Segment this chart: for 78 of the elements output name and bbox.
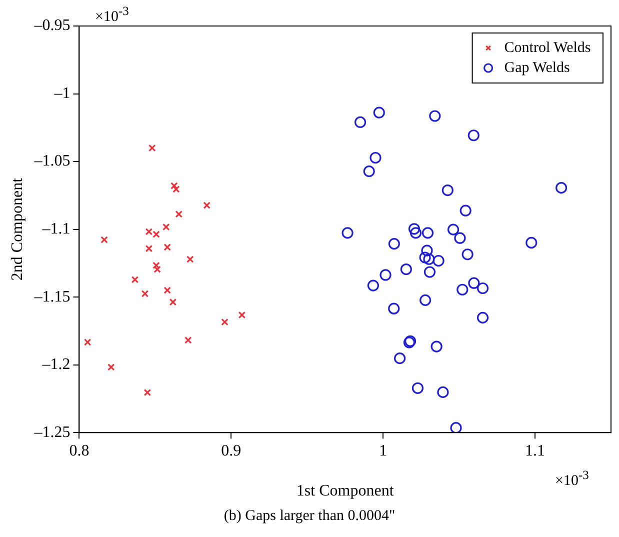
- point: [460, 204, 472, 216]
- point: [363, 165, 375, 178]
- point: [442, 184, 454, 196]
- point: [152, 230, 160, 238]
- point: [476, 312, 489, 324]
- point: [238, 311, 246, 319]
- point: [145, 228, 153, 236]
- point: [172, 186, 180, 193]
- point: [107, 364, 115, 371]
- point: [380, 269, 392, 281]
- text: (b) Gaps larger than 0.0004": [222, 508, 396, 525]
- x-axis-title: 1st Component: [296, 482, 394, 500]
- point: [468, 130, 480, 142]
- point: [154, 266, 161, 274]
- point: [367, 280, 380, 292]
- x-tick-label: 1: [379, 442, 388, 460]
- point: [526, 236, 538, 249]
- point: [476, 282, 489, 294]
- x-tick-label: 0.9: [221, 442, 242, 460]
- y-tick-label: –1.25: [33, 424, 70, 441]
- point: [437, 386, 449, 398]
- point: [141, 290, 149, 298]
- point: [388, 302, 400, 314]
- legend-label: Control Welds: [504, 40, 591, 56]
- point: [456, 284, 468, 296]
- text: ×10$^{-3}$: [555, 468, 589, 490]
- y-tick-label: –1.05: [33, 152, 70, 170]
- point: [184, 336, 192, 344]
- point: [408, 223, 420, 235]
- point: [221, 318, 228, 326]
- point: [175, 210, 183, 218]
- point: [394, 352, 406, 364]
- point: [468, 277, 480, 289]
- y-tick-label: –1.15: [33, 288, 70, 306]
- point: [145, 244, 153, 252]
- point: [430, 340, 442, 352]
- x-tick-label: 0.8: [69, 442, 90, 460]
- x-tick-label: 1.1: [525, 442, 546, 460]
- point: [100, 236, 108, 244]
- point: [420, 294, 432, 306]
- y-tick-label: –1.2: [41, 356, 70, 374]
- y-axis-title: 2nd Component: [8, 177, 26, 281]
- point: [447, 224, 460, 236]
- point: [373, 106, 385, 118]
- point: [170, 182, 178, 190]
- y-tick-label: –0.95: [33, 17, 70, 34]
- point: [131, 276, 139, 284]
- point: [423, 253, 435, 265]
- point: [454, 232, 466, 244]
- text: ×10$^{-3}$: [95, 4, 129, 26]
- y-tick-label: –1: [53, 84, 70, 102]
- point: [84, 338, 92, 346]
- point: [450, 422, 462, 433]
- point: [556, 182, 568, 194]
- point: [203, 202, 210, 209]
- point: [370, 152, 382, 164]
- point: [432, 254, 444, 267]
- point: [421, 244, 433, 256]
- point: [422, 227, 434, 239]
- point: [419, 252, 431, 264]
- y-tick-label: –1.1: [41, 220, 70, 238]
- legend-label: Gap Welds: [504, 60, 570, 76]
- point: [424, 266, 436, 278]
- point: [164, 244, 171, 251]
- point: [410, 227, 422, 239]
- point: [429, 110, 441, 122]
- point: [169, 298, 177, 306]
- point: [186, 256, 194, 263]
- point: [164, 286, 171, 294]
- point: [400, 263, 412, 276]
- point: [462, 248, 474, 260]
- point: [342, 227, 354, 239]
- point: [412, 382, 424, 394]
- point: [148, 144, 156, 152]
- point: [354, 116, 366, 128]
- point: [144, 388, 152, 396]
- point: [388, 238, 400, 250]
- point: [162, 223, 170, 231]
